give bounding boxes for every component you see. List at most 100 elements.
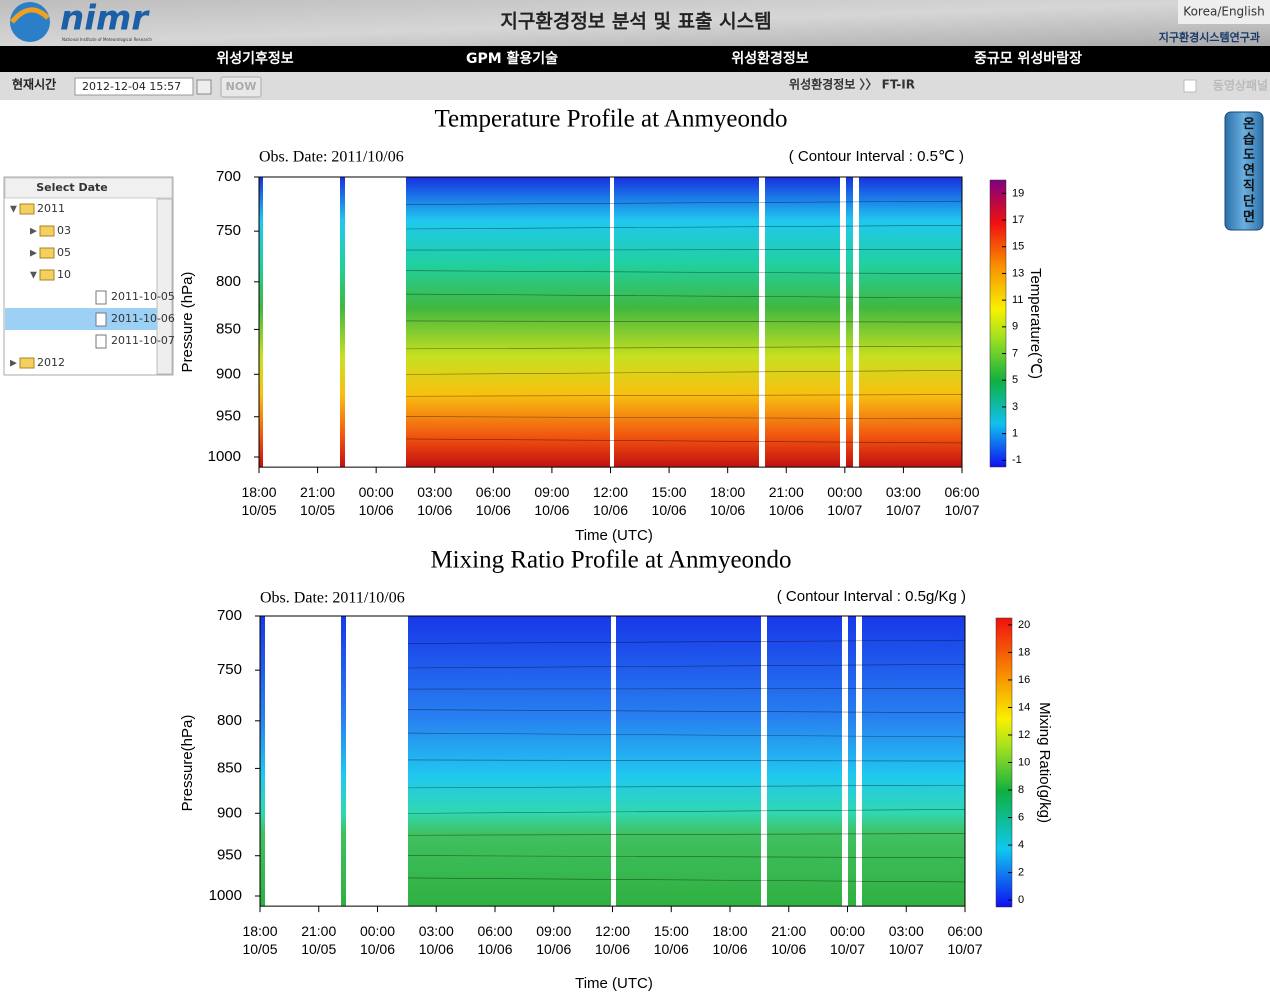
nav-item[interactable]: 위성기후정보	[216, 50, 293, 67]
now-label: NOW	[226, 80, 257, 93]
x-tick-date: 10/06	[710, 502, 745, 518]
logo-text: nimr	[60, 0, 150, 39]
x-tick-time: 00:00	[830, 923, 865, 939]
tree-item[interactable]: 2011-10-07	[111, 334, 175, 347]
contour-line	[405, 200, 963, 205]
x-tick-date: 10/06	[360, 941, 395, 957]
side-tab[interactable]	[1224, 111, 1264, 231]
lang-link[interactable]: Korea/English	[1183, 5, 1264, 19]
contour-line	[405, 394, 963, 397]
tree-item[interactable]: 2011-10-05	[111, 290, 175, 303]
x-tick-time: 15:00	[652, 484, 687, 500]
x-tick-date: 10/06	[536, 941, 571, 957]
logo-swoosh	[10, 7, 50, 24]
x-tick-time: 12:00	[595, 923, 630, 939]
x-tick-time: 06:00	[947, 923, 982, 939]
tree-item[interactable]: 2011	[37, 202, 65, 215]
contour-line	[407, 709, 966, 714]
tree-header: Select Date	[36, 181, 108, 194]
contour-line	[407, 664, 966, 669]
nav-item[interactable]: 중규모 위성바람장	[974, 50, 1082, 67]
nav-item[interactable]: 위성환경정보	[731, 50, 808, 67]
data-gap	[265, 616, 341, 907]
time-label: 현재시간	[12, 77, 56, 92]
x-tick-time: 06:00	[944, 484, 979, 500]
x-tick-date: 10/05	[241, 502, 276, 518]
x-tick-time: 18:00	[712, 923, 747, 939]
x-tick-date: 10/06	[769, 502, 804, 518]
contour-line	[407, 759, 966, 762]
tree-selected	[5, 308, 157, 330]
now-button[interactable]	[220, 76, 262, 98]
tree-item[interactable]: 05	[57, 246, 71, 259]
contour-line	[405, 293, 963, 299]
tree-item[interactable]: 2012	[37, 356, 65, 369]
colorbar-tick-label: -1	[1012, 454, 1022, 466]
x-tick-time: 18:00	[710, 484, 745, 500]
contour-line	[405, 416, 963, 420]
x-tick-date: 10/06	[417, 502, 452, 518]
colorbar-label: Temperature(℃)	[1027, 268, 1044, 379]
colorbar-tick-label: 5	[1012, 374, 1018, 386]
x-tick-date: 10/06	[652, 502, 687, 518]
file-icon	[95, 312, 107, 327]
colorbar-tick-label: 18	[1018, 646, 1030, 658]
video-checkbox[interactable]	[1183, 79, 1197, 93]
obs-date: Obs. Date: 2011/10/06	[259, 149, 404, 166]
x-tick-date: 10/07	[827, 502, 862, 518]
y-tick-label: 800	[216, 273, 241, 290]
nav-item[interactable]: GPM 활용기술	[466, 50, 558, 67]
x-tick-date: 10/06	[654, 941, 689, 957]
video-label: 동영상패널	[1213, 78, 1268, 93]
contour-line	[405, 320, 963, 323]
x-tick-date: 10/07	[889, 941, 924, 957]
x-tick-time: 21:00	[771, 923, 806, 939]
x-tick-time: 21:00	[769, 484, 804, 500]
x-tick-date: 10/06	[359, 502, 394, 518]
colorbar-tick-label: 8	[1018, 784, 1024, 796]
colorbar-tick-label: 15	[1012, 241, 1024, 253]
y-tick-label: 950	[216, 408, 241, 425]
colorbar-tick-label: 4	[1018, 839, 1024, 851]
colorbar-tick-label: 10	[1018, 756, 1030, 768]
org-name: 지구환경시스템연구과	[1159, 30, 1260, 44]
contour-line	[405, 438, 963, 444]
tree-item[interactable]: 2011-10-06	[111, 312, 175, 325]
contour-line	[407, 855, 966, 859]
x-tick-date: 10/06	[595, 941, 630, 957]
contour-line	[405, 345, 963, 350]
time-input[interactable]	[74, 77, 194, 96]
site-title: 지구환경정보 분석 및 표출 시스템	[500, 11, 771, 33]
colorbar-tick-label: 11	[1012, 294, 1023, 306]
tree-item[interactable]: 03	[57, 224, 71, 237]
logo-subtext: National Institute of Meteorological Res…	[62, 37, 152, 42]
calendar-button[interactable]	[196, 79, 212, 95]
x-tick-time: 06:00	[476, 484, 511, 500]
obs-date: Obs. Date: 2011/10/06	[260, 590, 405, 607]
x-tick-date: 10/07	[947, 941, 982, 957]
x-tick-time: 00:00	[359, 484, 394, 500]
colorbar-tick-label: 3	[1012, 401, 1018, 413]
contour-line	[407, 688, 966, 690]
tree-item[interactable]: 10	[57, 268, 71, 281]
y-tick-label: 950	[217, 847, 242, 864]
colorbar-tick-label: 9	[1012, 321, 1018, 333]
x-tick-time: 03:00	[886, 484, 921, 500]
x-tick-date: 10/06	[771, 941, 806, 957]
x-tick-time: 09:00	[536, 923, 571, 939]
tree-scrollbar[interactable]	[156, 198, 173, 375]
contour-line	[405, 270, 963, 275]
x-tick-time: 12:00	[593, 484, 628, 500]
x-tick-time: 09:00	[534, 484, 569, 500]
folder-icon	[39, 247, 55, 259]
lang-box	[1178, 0, 1270, 24]
colorbar-tick-label: 12	[1018, 729, 1030, 741]
colorbar-tick-label: 2	[1018, 867, 1024, 879]
colorbar-tick-label: 14	[1018, 701, 1030, 713]
plot-title: Mixing Ratio Profile at Anmyeondo	[430, 547, 791, 574]
data-gap	[263, 177, 340, 468]
data-gap	[611, 616, 616, 907]
x-tick-time: 15:00	[654, 923, 689, 939]
